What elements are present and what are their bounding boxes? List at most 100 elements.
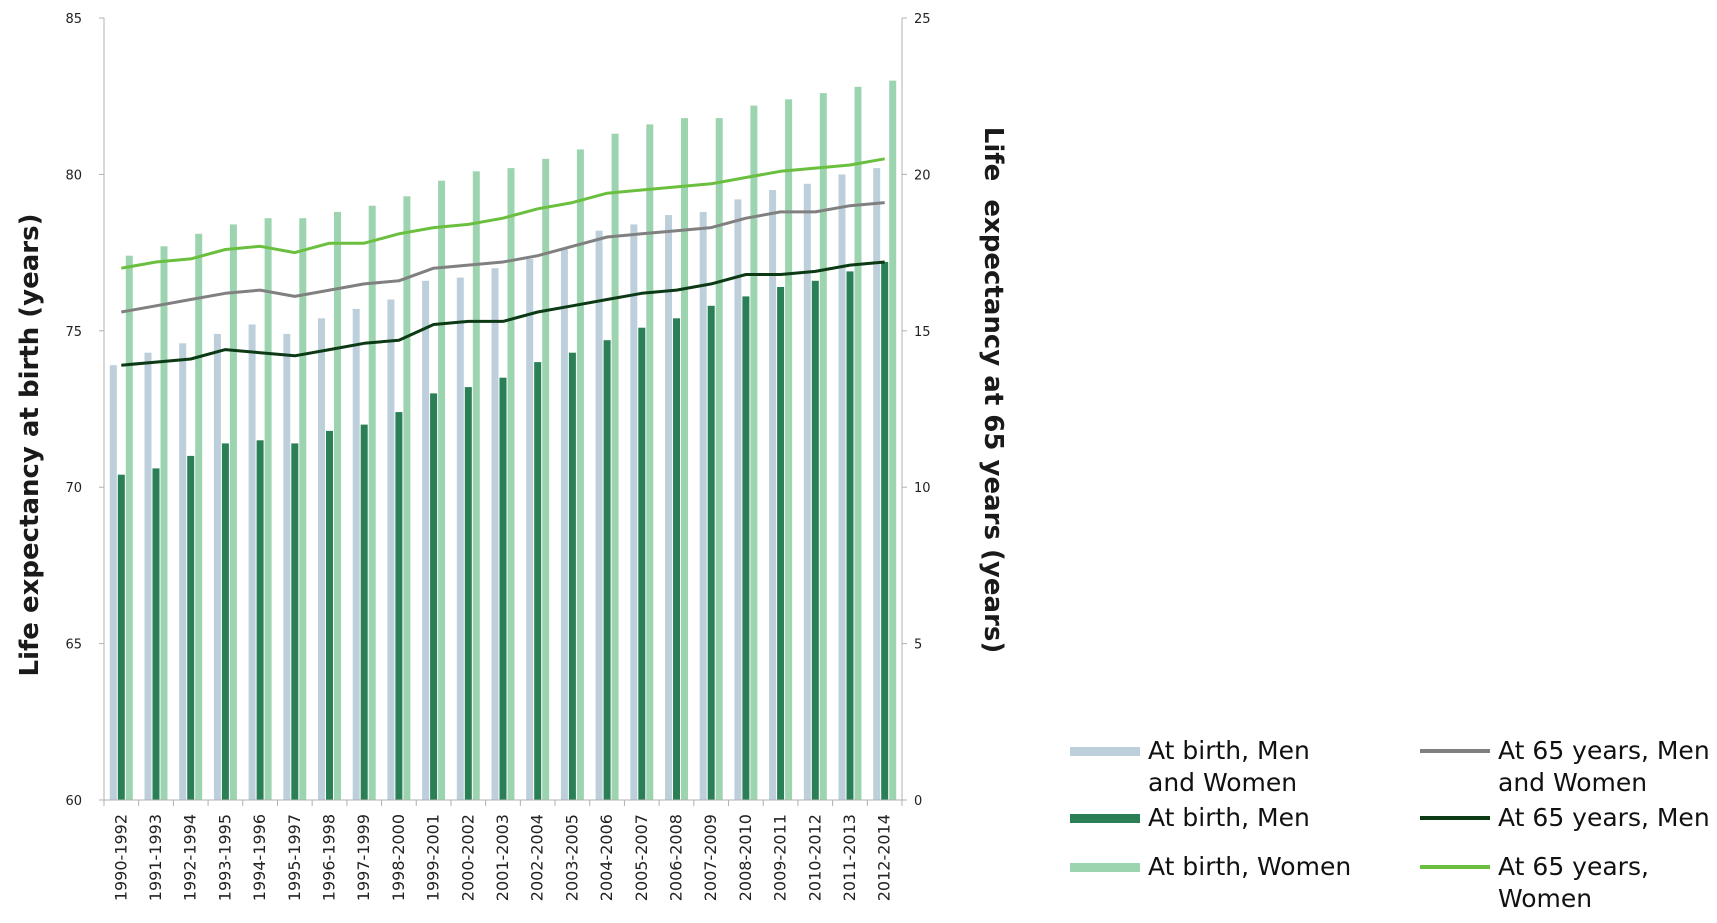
bar-at-birth-men	[638, 327, 646, 800]
bar-at-birth-women	[472, 171, 480, 801]
bar-at-birth-men	[187, 455, 195, 800]
bar-at-birth-women	[299, 218, 307, 800]
x-tick-label: 1997-1999	[354, 814, 373, 901]
left-tick-label: 85	[65, 12, 82, 27]
bar-at-birth-men-and-women	[422, 280, 430, 800]
legend-swatch	[1070, 863, 1140, 872]
bar-at-birth-men	[117, 474, 125, 800]
left-tick-label: 60	[65, 794, 82, 809]
legend-swatch	[1070, 814, 1140, 823]
bar-at-birth-men	[326, 430, 333, 800]
x-tick-label: 2004-2006	[597, 814, 616, 901]
axes-group: 60 65 70 75 80 85 0 5 10 15 20 25 1990-1992 1991-1993…	[65, 12, 930, 901]
bar-at-birth-men-and-women	[456, 277, 464, 801]
legend-label: At birth, Men and Women	[1148, 736, 1310, 797]
bar-at-birth-women	[438, 180, 446, 800]
bar-at-birth-men-and-women	[699, 211, 707, 800]
legend-swatch	[1420, 749, 1490, 753]
x-tick-label: 1994-1996	[250, 814, 269, 901]
bar-at-birth-women	[264, 218, 272, 800]
bar-at-birth-men	[499, 377, 507, 800]
bar-at-birth-men	[291, 443, 299, 800]
bar-at-birth-men-and-women	[387, 299, 395, 800]
bar-at-birth-men-and-women	[109, 365, 117, 800]
bar-at-birth-women	[785, 99, 793, 801]
x-tick-label: 2002-2004	[528, 814, 547, 901]
bar-at-birth-men	[777, 287, 785, 800]
bar-at-birth-men	[707, 305, 715, 800]
bar-at-birth-men	[881, 262, 889, 800]
bar-at-birth-women	[611, 133, 619, 800]
bar-at-birth-men-and-women	[560, 249, 568, 800]
bar-at-birth-men	[846, 271, 854, 800]
x-tick-label: 2010-2012	[805, 814, 824, 901]
right-tick-label: 20	[914, 168, 931, 183]
x-tick-label: 1992-1994	[181, 814, 200, 901]
line-at-65-years-women	[121, 157, 885, 270]
x-tick-label: 2008-2010	[736, 814, 755, 901]
legend-item-birth-all: At birth, Men and Women	[1070, 735, 1363, 799]
bar-at-birth-men	[673, 318, 680, 800]
bar-at-birth-women	[403, 196, 411, 801]
x-tick-label: 2003-2005	[562, 814, 581, 901]
bar-at-birth-men	[152, 468, 160, 800]
right-axis-title: Life expectancy at 65 years (years)	[978, 127, 1008, 653]
right-tick-label: 10	[914, 481, 931, 496]
bar-at-birth-women	[646, 124, 654, 800]
bar-at-birth-men-and-women	[144, 352, 152, 800]
bar-at-birth-women	[160, 246, 168, 801]
bar-at-birth-men-and-women	[873, 168, 881, 801]
x-tick-label: 1991-1993	[146, 814, 165, 901]
right-tick-label: 5	[914, 638, 922, 653]
bar-at-birth-men	[360, 424, 368, 800]
legend-label: At 65 years, Men and Women	[1498, 736, 1710, 797]
bar-at-birth-women	[854, 86, 862, 801]
x-tick-label: 2007-2009	[701, 814, 720, 901]
x-tick-label: 2012-2014	[875, 814, 894, 901]
x-tick-label: 1990-1992	[111, 814, 130, 901]
x-tick-label: 1999-2001	[424, 814, 443, 901]
bar-at-birth-men	[603, 340, 611, 800]
left-axis-title: Life expectancy at birth (years)	[15, 214, 45, 677]
bar-at-birth-men-and-women	[526, 258, 534, 800]
bar-at-birth-men	[256, 440, 264, 800]
x-tick-label: 1996-1998	[320, 814, 339, 901]
right-tick-label: 15	[914, 325, 931, 340]
bar-at-birth-men-and-women	[769, 190, 777, 800]
legend-item-65-men: At 65 years, Men	[1420, 802, 1713, 834]
line-at-65-years-men-and-women	[121, 201, 885, 314]
bar-at-birth-men	[534, 362, 542, 800]
bar-at-birth-men-and-women	[283, 333, 291, 800]
bar-at-birth-men	[221, 443, 229, 800]
bar-at-birth-women	[681, 118, 688, 801]
bar-at-birth-men-and-women	[491, 268, 499, 800]
bar-at-birth-women	[125, 255, 133, 800]
x-tick-label: 2011-2013	[840, 814, 859, 901]
bar-at-birth-women	[334, 211, 341, 800]
x-tick-label: 1998-2000	[389, 814, 408, 901]
x-tick-label: 2001-2003	[493, 814, 512, 901]
bar-at-birth-women	[750, 105, 758, 801]
bar-at-birth-women	[195, 233, 203, 801]
legend-item-65-all: At 65 years, Men and Women	[1420, 735, 1713, 799]
bar-series-group	[109, 80, 897, 801]
legend-item-birth-men: At birth, Men	[1070, 802, 1363, 834]
bar-at-birth-men	[742, 296, 750, 800]
bar-at-birth-men-and-women	[179, 343, 187, 800]
legend-swatch	[1420, 816, 1490, 820]
bar-at-birth-women	[507, 168, 515, 801]
left-tick-label: 70	[65, 481, 82, 496]
legend-swatch	[1420, 865, 1490, 869]
legend-swatch	[1070, 747, 1140, 756]
left-tick-label: 80	[65, 168, 82, 183]
bar-at-birth-men	[395, 412, 403, 800]
bar-at-birth-men-and-women	[213, 333, 221, 800]
x-tick-label: 1995-1997	[285, 814, 304, 901]
right-tick-label: 25	[914, 12, 931, 27]
left-tick-label: 65	[65, 638, 82, 653]
line-at-65-years-men	[121, 260, 885, 367]
legend-label: At birth, Men	[1148, 803, 1310, 832]
legend-item-65-women: At 65 years, Women	[1420, 851, 1713, 915]
bar-at-birth-men-and-women	[318, 318, 325, 800]
